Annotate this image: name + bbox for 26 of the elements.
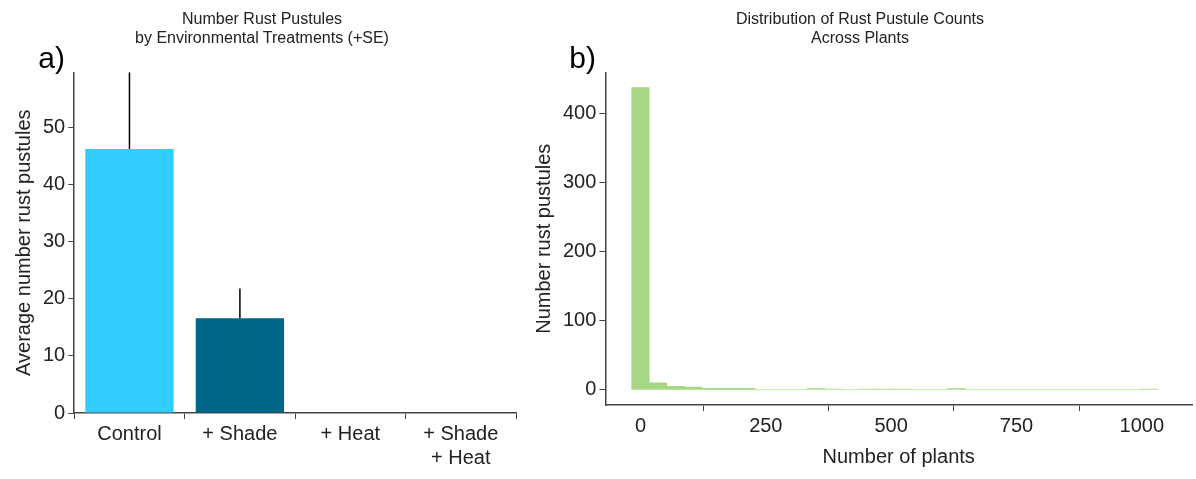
text: a)	[38, 40, 65, 74]
x-tick-label: 750	[999, 413, 1034, 436]
y-tick-label: 30	[43, 229, 66, 252]
y-axis-title: Average number rust pustules	[11, 109, 34, 376]
x-axis-title: Number of plants	[822, 444, 975, 467]
x-tick-label: 1000	[1119, 413, 1165, 436]
y-tick-label: 40	[43, 171, 66, 194]
y-tick-label: 10	[43, 343, 66, 366]
x-tick-label: + Shade + Heat	[423, 421, 499, 468]
text: b)	[569, 40, 597, 74]
y-tick-label: 200	[562, 239, 597, 262]
x-tick-label: 0	[634, 413, 647, 436]
y-axis-title: Number rust pustules	[531, 143, 554, 334]
y-tick-label: 300	[562, 170, 597, 193]
x-tick-label: + Heat	[320, 421, 381, 444]
chart-title: Distribution of Rust Pustule Counts Across Plants	[735, 10, 985, 47]
y-tick-label: 0	[585, 377, 597, 400]
y-tick-label: 20	[43, 286, 66, 309]
y-tick-label: 400	[562, 101, 597, 124]
x-tick-label: + Shade	[202, 421, 278, 444]
y-tick-label: 50	[43, 114, 66, 137]
chart-title: Number Rust Pustules by Environmental Treatments (+SE)	[135, 10, 389, 47]
x-tick-label: Control	[97, 421, 162, 444]
x-tick-label: 250	[749, 413, 783, 436]
x-tick-label: 500	[874, 413, 908, 436]
y-tick-label: 100	[562, 308, 597, 331]
